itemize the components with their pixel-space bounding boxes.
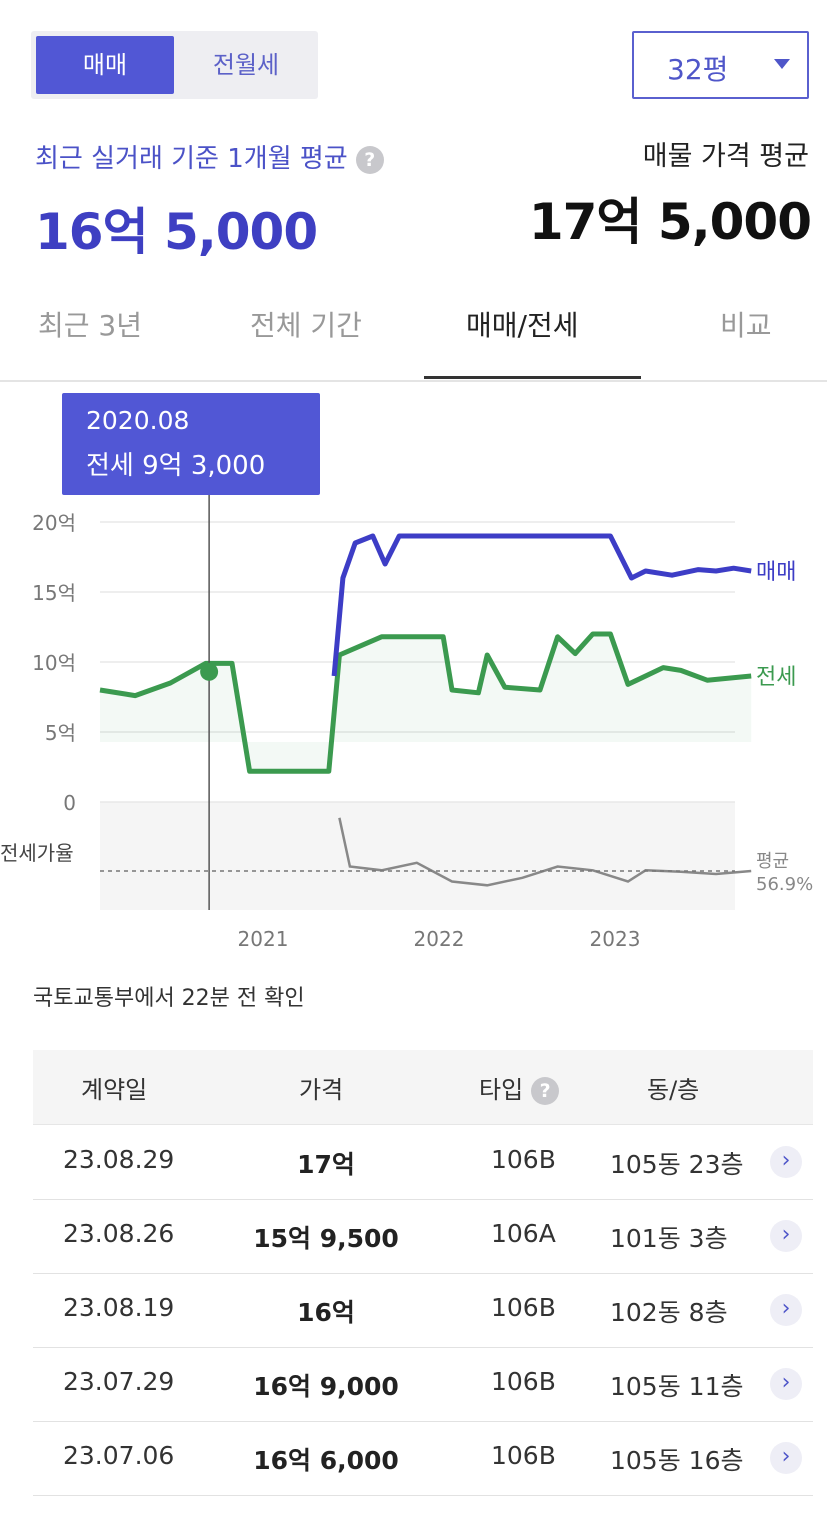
jeonse-line [99,631,752,774]
jeonse-area [100,634,752,772]
y-tick-label: 15억 [32,581,76,605]
row-price: 16억 6,000 [253,1446,399,1475]
y-tick-label: 10억 [32,651,76,675]
header-type: 타입? [479,1070,560,1105]
row-type: 106B [491,1145,556,1174]
recent-average-label: 최근 실거래 기준 1개월 평균? [35,138,384,175]
row-type: 106A [491,1219,556,1248]
y-tick-label: 0 [63,791,76,815]
table-row[interactable]: 23.07.29 16억 9,000 106B 105동 11층 › [33,1347,813,1422]
size-select[interactable]: 32평 [632,31,809,99]
chevron-right-icon[interactable]: › [770,1368,802,1400]
row-price: 15억 9,500 [253,1224,399,1253]
y-tick-label: 20억 [32,511,76,535]
ratio-label: 전세가율 [0,841,74,865]
chevron-right-icon[interactable]: › [770,1146,802,1178]
x-tick-label: 2023 [590,927,641,951]
tooltip-value: 전세 9억 3,000 [86,451,265,481]
source-note: 국토교통부에서 22분 전 확인 [33,986,305,1011]
recent-average-label-text: 최근 실거래 기준 1개월 평균 [35,144,348,174]
help-icon[interactable]: ? [355,145,384,174]
row-date: 23.08.19 [63,1293,175,1322]
sale-line [331,533,752,677]
x-tick-label: 2022 [414,927,465,951]
row-price: 16억 [297,1298,355,1327]
row-date: 23.07.06 [63,1441,175,1470]
header-date: 계약일 [81,1076,148,1104]
row-date: 23.07.29 [63,1367,175,1396]
row-date: 23.08.26 [63,1219,175,1248]
sale-toggle-button[interactable]: 매매 [36,36,174,94]
header-price: 가격 [299,1076,344,1104]
listing-average-value: 17억 5,000 [528,193,812,251]
row-type: 106B [491,1293,556,1322]
help-icon[interactable]: ? [531,1077,560,1105]
jeonse-ratio-line [338,817,752,887]
tooltip-date: 2020.08 [86,406,189,435]
caret-down-icon [774,59,790,69]
row-type: 106B [491,1441,556,1470]
tooltip-box [62,393,320,495]
chevron-right-icon[interactable]: › [770,1442,802,1474]
tab-sale-jeonse[interactable]: 매매/전세 [466,309,579,342]
size-select-value: 32평 [667,53,729,86]
x-tick-label: 2021 [238,927,289,951]
tab-compare[interactable]: 비교 [720,309,772,342]
tab-all-period[interactable]: 전체 기간 [250,309,362,342]
chevron-right-icon[interactable]: › [770,1220,802,1252]
table-row[interactable]: 23.08.19 16억 106B 102동 8층 › [33,1273,813,1348]
row-dong-floor: 101동 3층 [610,1224,728,1253]
tooltip-marker [200,662,219,681]
row-type: 106B [491,1367,556,1396]
header-type-label: 타입 [479,1076,524,1104]
jeonse-monthly-toggle-button[interactable]: 전월세 [212,51,280,79]
listing-average-label: 매물 가격 평균 [642,141,809,172]
jeonse-series-label: 전세 [756,665,796,690]
sale-series-label: 매매 [756,560,796,585]
ratio-average-value: 56.9% [756,874,813,895]
ratio-average-label: 평균 [756,851,789,872]
row-dong-floor: 105동 11층 [610,1372,744,1401]
ratio-panel [100,802,735,910]
row-price: 16억 9,000 [253,1372,399,1401]
chevron-right-icon[interactable]: › [770,1294,802,1326]
row-date: 23.08.29 [63,1145,175,1174]
row-dong-floor: 102동 8층 [610,1298,728,1327]
tab-recent-3-years[interactable]: 최근 3년 [38,309,142,342]
period-tabs: 최근 3년 전체 기간 매매/전세 비교 [0,290,827,382]
trade-type-toggle: 매매 전월세 [31,31,318,99]
row-dong-floor: 105동 23층 [610,1150,744,1179]
active-tab-indicator [424,376,641,379]
row-price: 17억 [297,1150,355,1179]
table-row[interactable]: 23.07.06 16억 6,000 106B 105동 16층 › [33,1421,813,1496]
table-row[interactable]: 23.08.29 17억 106B 105동 23층 › [33,1125,813,1200]
table-row[interactable]: 23.08.26 15억 9,500 106A 101동 3층 › [33,1199,813,1274]
row-dong-floor: 105동 16층 [610,1446,744,1475]
table-header: 계약일 가격 타입? 동/층 [33,1050,813,1125]
header-dong-floor: 동/층 [647,1076,700,1104]
recent-average-value: 16억 5,000 [35,203,318,261]
y-tick-label: 5억 [45,721,76,745]
